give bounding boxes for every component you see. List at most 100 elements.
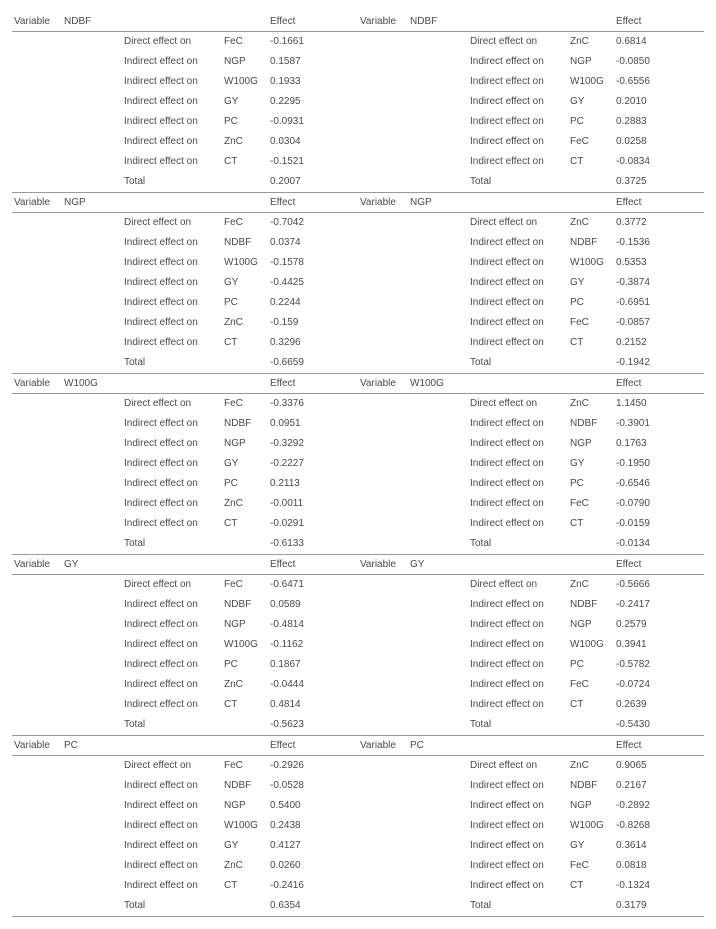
header-effect-label: Effect	[614, 196, 704, 209]
effect-target: FeC	[568, 495, 614, 513]
effect-type: Indirect effect on	[468, 797, 568, 815]
effect-target: W100G	[568, 73, 614, 91]
effect-type: Direct effect on	[468, 757, 568, 775]
effect-type: Indirect effect on	[468, 877, 568, 895]
header-effect-label: Effect	[268, 196, 358, 209]
effect-value: 0.2579	[614, 616, 704, 634]
effect-target: CT	[568, 334, 614, 352]
effect-target: GY	[222, 93, 268, 111]
effect-value: 0.2244	[268, 294, 358, 312]
effect-value: -0.6471	[268, 576, 358, 594]
effect-type: Indirect effect on	[468, 93, 568, 111]
effect-target: GY	[568, 455, 614, 473]
effect-value: -0.1950	[614, 455, 704, 473]
effect-target: PC	[568, 475, 614, 493]
effect-value: -0.2926	[268, 757, 358, 775]
effect-value: -0.7042	[268, 214, 358, 232]
effect-value: -0.1661	[268, 33, 358, 51]
effect-target: NDBF	[568, 415, 614, 433]
table-row: Total0.6354Total0.3179	[12, 896, 704, 916]
effect-value: -0.4425	[268, 274, 358, 292]
section-body: Direct effect onFeC-0.2926Direct effect …	[12, 756, 704, 916]
effect-type: Direct effect on	[468, 395, 568, 413]
effect-value: 0.3296	[268, 334, 358, 352]
effect-type: Indirect effect on	[122, 656, 222, 674]
section-body: Direct effect onFeC-0.6471Direct effect …	[12, 575, 704, 735]
header-variable-label: Variable	[12, 196, 62, 209]
table-row: Indirect effect onZnC-0.0011Indirect eff…	[12, 494, 704, 514]
effect-value: 1.1450	[614, 395, 704, 413]
effect-target: NDBF	[568, 234, 614, 252]
header-variable-name: PC	[62, 739, 122, 752]
effect-type: Indirect effect on	[122, 73, 222, 91]
table-row: Direct effect onFeC-0.1661Direct effect …	[12, 32, 704, 52]
effect-target: ZnC	[222, 495, 268, 513]
effect-type: Indirect effect on	[122, 797, 222, 815]
table-row: Direct effect onFeC-0.6471Direct effect …	[12, 575, 704, 595]
effect-value: 0.2167	[614, 777, 704, 795]
effect-value: 0.1867	[268, 656, 358, 674]
header-spacer	[122, 196, 222, 209]
effect-type: Indirect effect on	[122, 616, 222, 634]
section-header: VariableNGPEffectVariableNGPEffect	[12, 192, 704, 213]
effect-value: -0.5782	[614, 656, 704, 674]
effect-type: Indirect effect on	[468, 455, 568, 473]
table-row: Indirect effect onNDBF0.0589Indirect eff…	[12, 595, 704, 615]
effect-value: -0.5430	[614, 716, 704, 734]
effect-value: -0.0291	[268, 515, 358, 533]
effect-type: Indirect effect on	[122, 314, 222, 332]
table-row: Indirect effect onNGP0.1587Indirect effe…	[12, 52, 704, 72]
header-variable-name: PC	[408, 739, 468, 752]
table-row: Indirect effect onW100G0.2438Indirect ef…	[12, 816, 704, 836]
effect-target	[568, 716, 614, 734]
effect-target: FeC	[568, 676, 614, 694]
effect-type: Total	[468, 716, 568, 734]
effect-target: NDBF	[222, 596, 268, 614]
effect-value: 0.2883	[614, 113, 704, 131]
effect-target: CT	[222, 515, 268, 533]
effect-type: Total	[468, 354, 568, 372]
effect-target: W100G	[222, 636, 268, 654]
effect-value: 0.1933	[268, 73, 358, 91]
effect-value: -0.1578	[268, 254, 358, 272]
table-row: Indirect effect onW100G-0.1162Indirect e…	[12, 635, 704, 655]
section-header: VariableGYEffectVariableGYEffect	[12, 554, 704, 575]
effect-type: Indirect effect on	[122, 777, 222, 795]
table-row: Indirect effect onNGP-0.3292Indirect eff…	[12, 434, 704, 454]
effect-value: 0.6354	[268, 897, 358, 915]
table-row: Indirect effect onPC0.2244Indirect effec…	[12, 293, 704, 313]
effect-value: -0.0444	[268, 676, 358, 694]
effect-type: Indirect effect on	[122, 596, 222, 614]
effect-target: PC	[222, 113, 268, 131]
effect-value: 0.6814	[614, 33, 704, 51]
effect-type: Indirect effect on	[122, 234, 222, 252]
header-variable-label: Variable	[12, 15, 62, 28]
header-spacer	[122, 377, 222, 390]
effect-type: Indirect effect on	[468, 656, 568, 674]
effect-value: -0.0850	[614, 53, 704, 71]
effect-type: Indirect effect on	[468, 777, 568, 795]
table-row: Direct effect onFeC-0.2926Direct effect …	[12, 756, 704, 776]
effect-value: -0.0931	[268, 113, 358, 131]
effect-type: Indirect effect on	[122, 857, 222, 875]
effect-value: 0.2438	[268, 817, 358, 835]
table-row: Indirect effect onNDBF0.0374Indirect eff…	[12, 233, 704, 253]
header-variable-label: Variable	[12, 739, 62, 752]
effect-value: -0.0790	[614, 495, 704, 513]
header-effect-label: Effect	[614, 558, 704, 571]
header-effect-label: Effect	[614, 15, 704, 28]
effect-value: 0.4814	[268, 696, 358, 714]
effect-type: Indirect effect on	[122, 817, 222, 835]
table-row: Indirect effect onZnC0.0260Indirect effe…	[12, 856, 704, 876]
header-effect-label: Effect	[268, 558, 358, 571]
header-spacer	[122, 558, 222, 571]
effect-target: W100G	[222, 254, 268, 272]
effect-value: -0.6951	[614, 294, 704, 312]
effect-value: 0.5353	[614, 254, 704, 272]
effect-target: NGP	[568, 616, 614, 634]
table-row: Total-0.6133Total-0.0134	[12, 534, 704, 554]
effect-target: GY	[568, 837, 614, 855]
effect-target: GY	[568, 93, 614, 111]
table-row: Indirect effect onGY-0.4425Indirect effe…	[12, 273, 704, 293]
effect-type: Indirect effect on	[468, 53, 568, 71]
